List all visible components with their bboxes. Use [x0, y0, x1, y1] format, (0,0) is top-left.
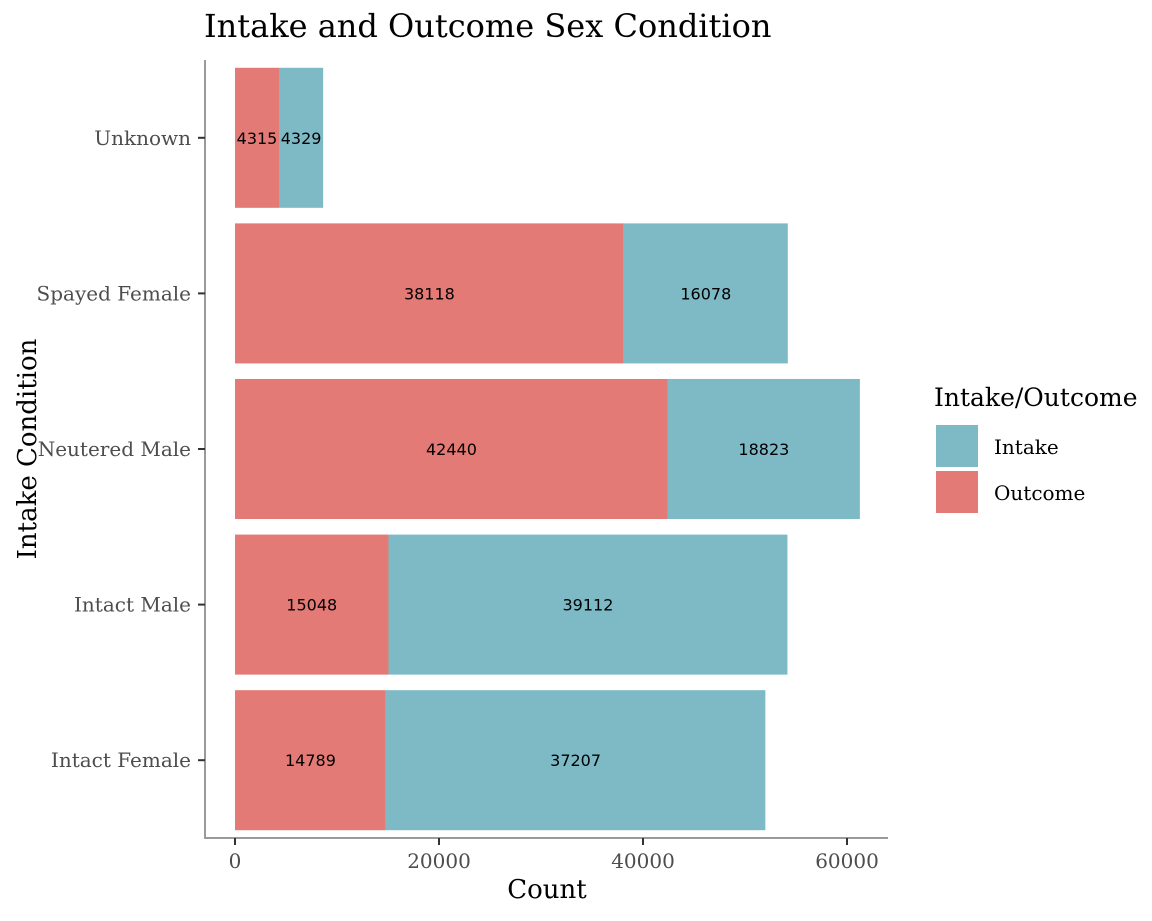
- bar-intact-female-intake: [385, 690, 766, 831]
- x-tick-label-20000: 20000: [407, 849, 471, 873]
- y-axis-title: Intake Condition: [13, 338, 43, 559]
- bar-neutered-male-outcome: [235, 378, 668, 520]
- legend-swatch-outcome: [936, 471, 978, 513]
- bar-unknown-intake: [279, 67, 324, 208]
- data-label-unknown-outcome: 4315: [237, 129, 278, 148]
- data-label-intact-male-outcome: 15048: [286, 596, 337, 615]
- chart-title: Intake and Outcome Sex Condition: [204, 7, 772, 45]
- bars-group: [235, 67, 860, 831]
- bar-unknown-outcome: [235, 67, 280, 208]
- legend-label-intake: Intake: [994, 435, 1059, 459]
- y-tick-label-intact-male: Intact Male: [74, 593, 191, 617]
- legend-label-outcome: Outcome: [994, 481, 1085, 505]
- data-label-spayed-female-intake: 16078: [680, 284, 731, 303]
- x-tick-label-40000: 40000: [611, 849, 675, 873]
- data-label-neutered-male-outcome: 42440: [426, 440, 477, 459]
- data-label-intact-female-intake: 37207: [550, 751, 601, 770]
- x-ticks-group: 0 20000 40000 60000: [229, 838, 879, 873]
- x-axis-title: Count: [507, 875, 587, 905]
- bar-intact-male-intake: [388, 534, 788, 675]
- bar-spayed-female-intake: [623, 223, 788, 364]
- x-tick-label-0: 0: [229, 849, 242, 873]
- y-tick-label-unknown: Unknown: [94, 126, 191, 150]
- data-labels-group: 14789 37207 15048 39112 42440 18823 38118 16078…: [237, 129, 790, 770]
- y-tick-label-intact-female: Intact Female: [51, 748, 191, 772]
- x-tick-label-60000: 60000: [815, 849, 879, 873]
- bar-spayed-female-outcome: [235, 223, 624, 364]
- bar-intact-female-outcome: [235, 690, 386, 831]
- legend-swatch-intake: [936, 425, 978, 467]
- legend-title: Intake/Outcome: [934, 383, 1138, 412]
- bar-intact-male-outcome: [235, 534, 389, 675]
- data-label-spayed-female-outcome: 38118: [404, 284, 455, 303]
- data-label-unknown-intake: 4329: [281, 129, 322, 148]
- y-tick-label-spayed-female: Spayed Female: [37, 281, 191, 305]
- y-tick-label-neutered-male: Neutered Male: [38, 437, 191, 461]
- legend-items: Intake Outcome: [936, 425, 1085, 513]
- legend: Intake/Outcome Intake Outcome: [934, 383, 1138, 513]
- data-label-intact-male-intake: 39112: [563, 596, 614, 615]
- data-label-neutered-male-intake: 18823: [738, 440, 789, 459]
- bar-neutered-male-intake: [667, 378, 860, 520]
- y-ticks-group: Intact Female Intact Male Neutered Male Spa…: [37, 126, 205, 772]
- data-label-intact-female-outcome: 14789: [285, 751, 336, 770]
